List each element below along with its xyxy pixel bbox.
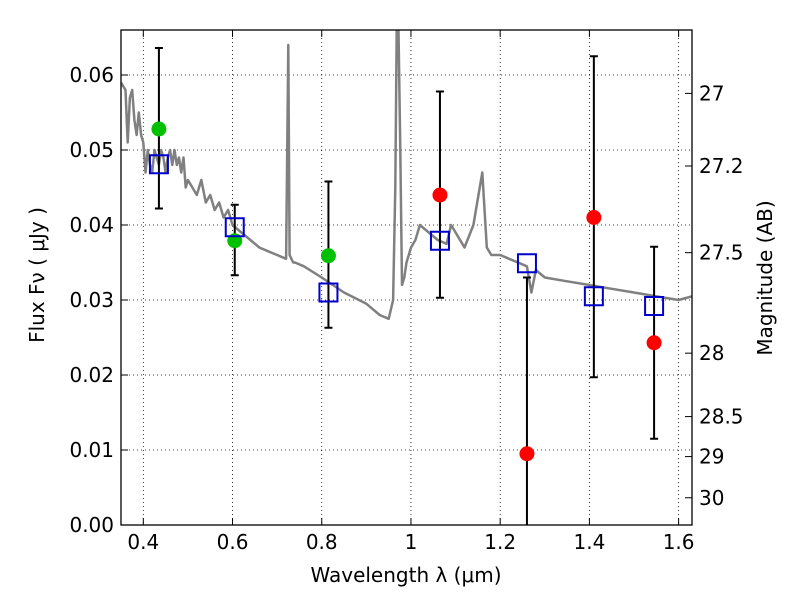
data-point [519,446,535,462]
y2-tick-label: 28 [699,341,724,365]
x-tick-label: 0.6 [217,530,249,554]
y-tick-label: 0.04 [69,213,114,237]
data-point [151,121,167,137]
x-tick-label: 1.4 [573,530,605,554]
model-point [516,253,537,274]
model-point [583,286,604,307]
y-tick-label: 0.01 [69,438,114,462]
model-point [318,282,339,303]
y-tick-label: 0.06 [69,63,114,87]
plot-frame [120,29,693,526]
y2-tick-label: 27.2 [699,154,744,178]
model-point [148,154,169,175]
data-point [586,210,602,225]
y-axis-title: Flux Fν ( μJy ) [25,207,49,343]
y2-tick-label: 29 [699,445,724,469]
data-point [432,187,448,203]
y-tick-label: 0.02 [69,363,114,387]
axis-ticks: 0.4 0.6 0.8 1 1.2 1.4 1.6 0.00 0.01 0.02 0.03 0.04 0… [69,30,744,554]
model-point [224,217,245,238]
model-spectrum-line [121,30,692,321]
model-point [644,296,665,316]
y-tick-label: 0.03 [69,288,114,312]
data-point [646,335,662,351]
y2-tick-label: 30 [699,486,724,510]
x-axis-title: Wavelength λ (μm) [310,563,501,587]
axes-frame [120,29,693,526]
x-tick-label: 0.8 [306,530,338,554]
y2-tick-label: 28.5 [699,405,744,429]
grid-lines [121,30,692,525]
model-point [429,230,450,251]
y-tick-label: 0.00 [69,513,114,537]
y-tick-label: 0.05 [69,138,114,162]
x-tick-label: 1 [405,530,418,554]
x-tick-label: 1.2 [484,530,516,554]
y2-axis-title: Magnitude (AB) [753,200,777,355]
y2-tick-label: 27 [699,81,724,105]
plot-area [121,30,692,525]
x-tick-label: 1.6 [663,530,695,554]
x-tick-label: 0.4 [127,530,159,554]
data-point [320,248,336,264]
y2-tick-label: 27.5 [699,241,744,265]
